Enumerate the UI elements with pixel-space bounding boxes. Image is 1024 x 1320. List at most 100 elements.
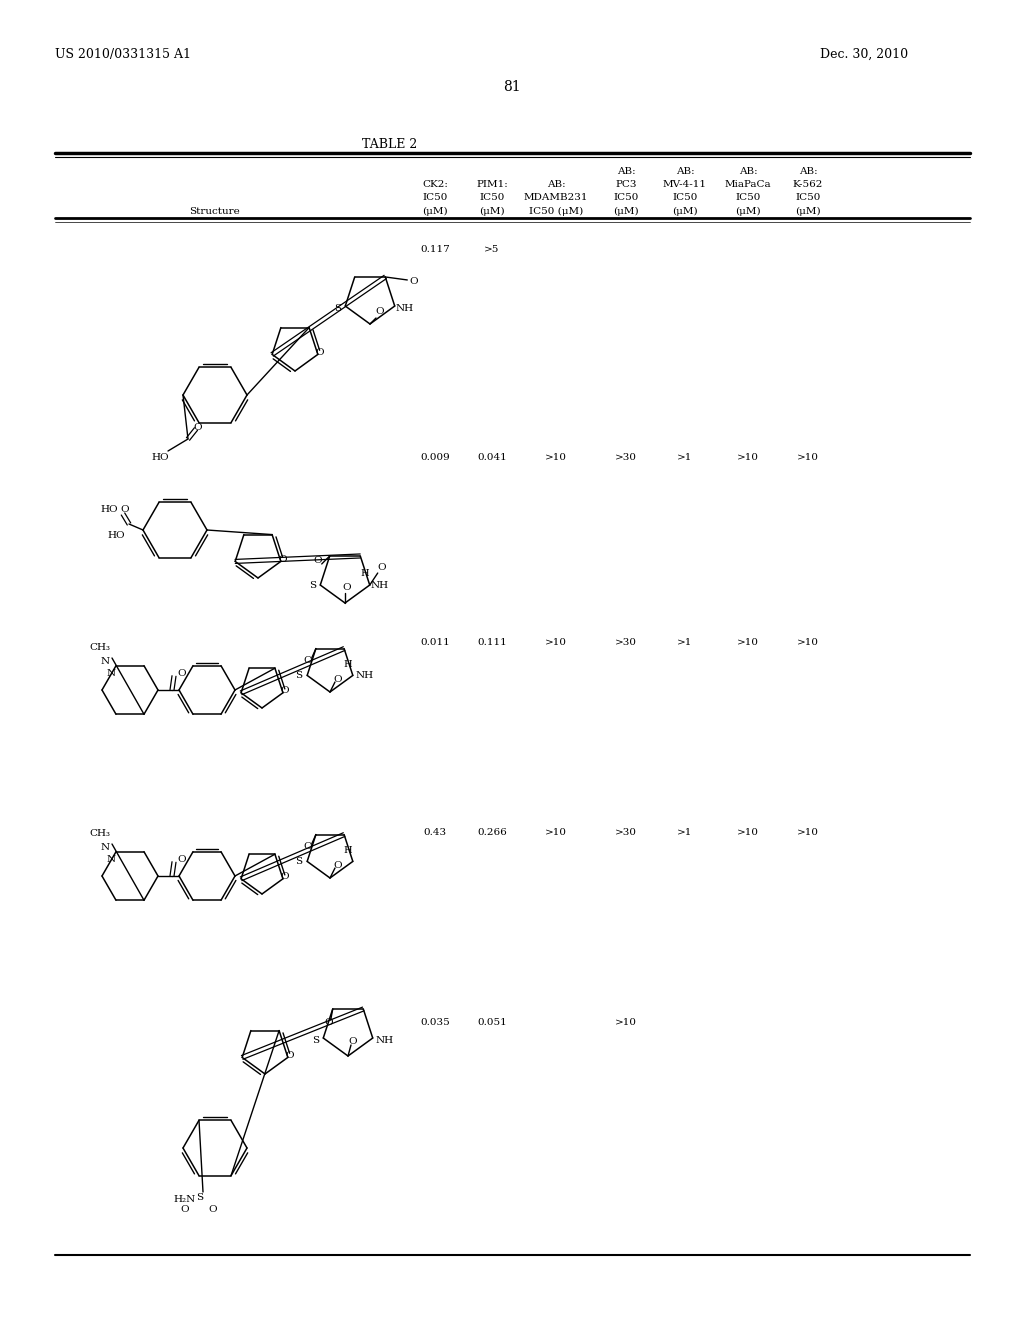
Text: >5: >5	[484, 246, 500, 253]
Text: O: O	[281, 873, 289, 882]
Text: IC50: IC50	[613, 193, 639, 202]
Text: HO: HO	[100, 506, 118, 515]
Text: HO: HO	[108, 532, 125, 540]
Text: NH: NH	[376, 1035, 394, 1044]
Text: O: O	[343, 582, 351, 591]
Text: NH: NH	[355, 671, 374, 680]
Text: IC50 (μM): IC50 (μM)	[528, 207, 583, 216]
Text: O: O	[209, 1205, 217, 1214]
Text: PC3: PC3	[615, 180, 637, 189]
Text: O: O	[303, 656, 312, 665]
Text: H: H	[344, 846, 352, 855]
Text: AB:: AB:	[676, 168, 694, 176]
Text: >10: >10	[545, 453, 567, 462]
Text: CH₃: CH₃	[89, 644, 111, 652]
Text: CH₃: CH₃	[89, 829, 111, 838]
Text: >10: >10	[615, 1018, 637, 1027]
Text: HO: HO	[152, 453, 169, 462]
Text: >10: >10	[797, 638, 819, 647]
Text: O: O	[376, 308, 384, 317]
Text: 0.041: 0.041	[477, 453, 507, 462]
Text: AB:: AB:	[616, 168, 635, 176]
Text: O: O	[303, 842, 312, 851]
Text: O: O	[281, 686, 289, 696]
Text: H₂N: H₂N	[174, 1196, 197, 1204]
Text: TABLE 2: TABLE 2	[362, 139, 418, 150]
Text: S: S	[296, 857, 303, 866]
Text: 81: 81	[503, 81, 521, 94]
Text: >1: >1	[677, 638, 692, 647]
Text: N: N	[106, 855, 116, 865]
Text: >1: >1	[677, 828, 692, 837]
Text: 0.117: 0.117	[420, 246, 450, 253]
Text: (μM): (μM)	[479, 207, 505, 216]
Text: O: O	[178, 669, 186, 678]
Text: >30: >30	[615, 453, 637, 462]
Text: S: S	[308, 581, 315, 590]
Text: O: O	[334, 676, 342, 685]
Text: O: O	[334, 862, 342, 870]
Text: >10: >10	[737, 828, 759, 837]
Text: MDAMB231: MDAMB231	[523, 193, 588, 202]
Text: NH: NH	[395, 304, 414, 313]
Text: Dec. 30, 2010: Dec. 30, 2010	[820, 48, 908, 61]
Text: 0.035: 0.035	[420, 1018, 450, 1027]
Text: 0.009: 0.009	[420, 453, 450, 462]
Text: O: O	[194, 422, 203, 432]
Text: O: O	[178, 855, 186, 865]
Text: >10: >10	[797, 828, 819, 837]
Text: (μM): (μM)	[613, 207, 639, 216]
Text: 0.011: 0.011	[420, 638, 450, 647]
Text: N: N	[106, 669, 116, 678]
Text: AB:: AB:	[799, 168, 817, 176]
Text: N: N	[100, 843, 110, 853]
Text: S: S	[334, 304, 341, 313]
Text: >30: >30	[615, 638, 637, 647]
Text: CK2:: CK2:	[422, 180, 447, 189]
Text: 0.43: 0.43	[424, 828, 446, 837]
Text: NH: NH	[371, 581, 389, 590]
Text: IC50: IC50	[796, 193, 820, 202]
Text: Structure: Structure	[189, 207, 241, 216]
Text: K-562: K-562	[793, 180, 823, 189]
Text: IC50: IC50	[735, 193, 761, 202]
Text: O: O	[409, 277, 418, 286]
Text: 0.051: 0.051	[477, 1018, 507, 1027]
Text: N: N	[100, 657, 110, 667]
Text: >10: >10	[545, 828, 567, 837]
Text: O: O	[378, 562, 386, 572]
Text: MV-4-11: MV-4-11	[663, 180, 707, 189]
Text: S: S	[311, 1035, 318, 1044]
Text: >10: >10	[545, 638, 567, 647]
Text: >10: >10	[737, 638, 759, 647]
Text: (μM): (μM)	[422, 207, 447, 216]
Text: IC50: IC50	[673, 193, 697, 202]
Text: S: S	[296, 671, 303, 680]
Text: (μM): (μM)	[796, 207, 821, 216]
Text: (μM): (μM)	[672, 207, 697, 216]
Text: US 2010/0331315 A1: US 2010/0331315 A1	[55, 48, 191, 61]
Text: O: O	[279, 554, 287, 564]
Text: >10: >10	[797, 453, 819, 462]
Text: O: O	[286, 1051, 294, 1060]
Text: IC50: IC50	[479, 193, 505, 202]
Text: 0.111: 0.111	[477, 638, 507, 647]
Text: O: O	[180, 1205, 189, 1214]
Text: PIM1:: PIM1:	[476, 180, 508, 189]
Text: O: O	[349, 1038, 357, 1047]
Text: 0.266: 0.266	[477, 828, 507, 837]
Text: >10: >10	[737, 453, 759, 462]
Text: AB:: AB:	[738, 168, 758, 176]
Text: O: O	[325, 1019, 333, 1027]
Text: >30: >30	[615, 828, 637, 837]
Text: O: O	[313, 557, 322, 565]
Text: H: H	[344, 660, 352, 669]
Text: (μM): (μM)	[735, 207, 761, 216]
Text: S: S	[197, 1193, 204, 1203]
Text: O: O	[121, 506, 129, 515]
Text: MiaPaCa: MiaPaCa	[725, 180, 771, 189]
Text: H: H	[360, 569, 369, 578]
Text: IC50: IC50	[422, 193, 447, 202]
Text: >1: >1	[677, 453, 692, 462]
Text: AB:: AB:	[547, 180, 565, 189]
